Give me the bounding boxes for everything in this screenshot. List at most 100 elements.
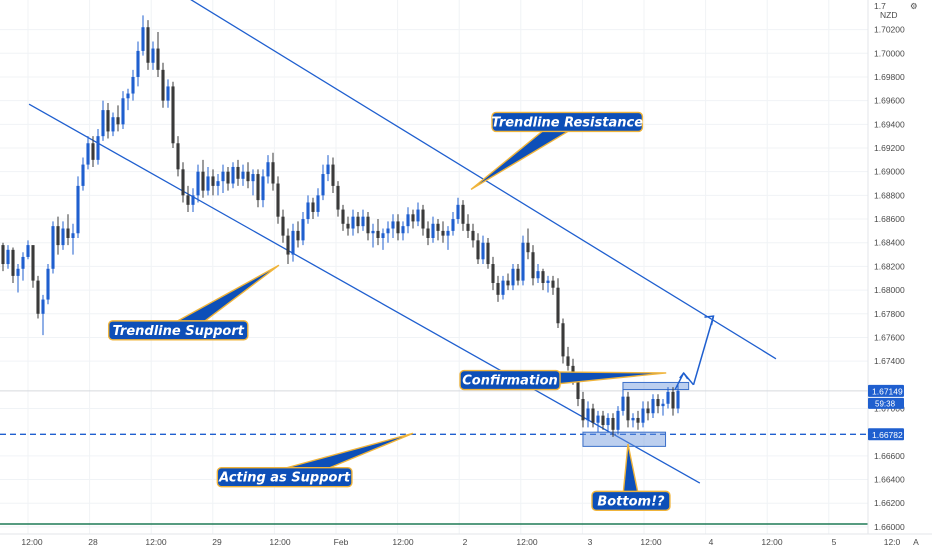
candle-body — [176, 143, 180, 170]
callout-label: Bottom!? — [597, 494, 665, 509]
candle-body — [361, 216, 365, 227]
callout-label: Confirmation — [462, 374, 558, 389]
candle-body — [96, 136, 100, 160]
candle-body — [316, 195, 320, 212]
candle-body — [121, 98, 125, 125]
candle-body — [81, 164, 85, 186]
support-zone[interactable] — [582, 431, 667, 447]
candle-body — [521, 242, 525, 281]
x-tick-label: 12:00 — [761, 537, 783, 547]
candle-body — [351, 216, 355, 229]
x-tick-label: 12:00 — [640, 537, 662, 547]
y-tick-label: 1.69200 — [874, 143, 905, 153]
y-tick-label: 1.7 — [874, 1, 886, 11]
x-tick-label: 12:00 — [21, 537, 43, 547]
support-price-value: 1.66782 — [872, 430, 903, 440]
trendline-lower[interactable] — [28, 103, 701, 484]
candle-body — [311, 202, 315, 212]
candle-body — [456, 204, 460, 220]
candle-body — [576, 377, 580, 400]
candle-body — [501, 280, 505, 295]
trendline-upper[interactable] — [114, 0, 777, 360]
candle-body — [186, 195, 190, 205]
candle-body — [136, 50, 140, 77]
candle-body — [286, 235, 290, 255]
candle-body — [331, 164, 335, 186]
callout-label: Trendline Resistance — [491, 115, 643, 130]
current-price-tag — [868, 384, 904, 397]
candles-layer — [1, 15, 680, 437]
projection-segment — [692, 315, 715, 386]
axis-settings-icon: ⚙ — [910, 1, 918, 11]
projection-layer — [674, 315, 715, 390]
trendline-layer — [0, 0, 868, 484]
y-tick-label: 1.68800 — [874, 190, 905, 200]
candle-body — [206, 176, 210, 191]
candle-body — [216, 181, 220, 186]
candle-body — [596, 415, 600, 423]
countdown-value: 59:38 — [875, 399, 896, 408]
projection-peak — [679, 371, 689, 380]
x-tick-label: 4 — [709, 537, 714, 547]
candle-body — [666, 391, 670, 404]
candle-body — [111, 117, 115, 132]
candle-body — [581, 399, 585, 421]
countdown-tag — [868, 397, 904, 409]
candle-body — [16, 268, 20, 276]
y-tick-label: 1.69400 — [874, 119, 905, 129]
candle-body — [416, 209, 420, 222]
candle-body — [371, 230, 375, 234]
candle-body — [146, 27, 150, 63]
candle-body — [131, 76, 135, 94]
candle-body — [671, 391, 675, 409]
candle-body — [106, 110, 110, 132]
resistance-zone[interactable] — [622, 381, 690, 391]
candle-body — [566, 356, 570, 366]
candle-body — [606, 417, 610, 426]
candle-body — [421, 209, 425, 229]
y-tick-label: 1.66400 — [874, 475, 905, 485]
candle-body — [431, 223, 435, 238]
candle-body — [441, 230, 445, 236]
y-tick-label: 1.68000 — [874, 285, 905, 295]
candle-body — [166, 86, 170, 101]
candle-body — [531, 252, 535, 279]
candle-body — [26, 245, 30, 257]
currency-label: NZD — [880, 10, 897, 20]
candle-body — [511, 268, 515, 286]
candle-body — [141, 27, 145, 51]
y-tick-label: 1.68400 — [874, 238, 905, 248]
price-axis-bg — [868, 0, 932, 550]
x-tick-label: 2 — [463, 537, 468, 547]
candle-body — [321, 174, 325, 196]
candle-body — [476, 240, 480, 260]
candle-body — [221, 171, 225, 182]
callout-label: Acting as Support — [218, 471, 351, 486]
candle-body — [591, 408, 595, 423]
x-tick-label: 3 — [588, 537, 593, 547]
candle-body — [11, 249, 15, 276]
y-tick-label: 1.67600 — [874, 332, 905, 342]
x-tick-label: 12:00 — [145, 537, 167, 547]
candle-body — [56, 226, 60, 246]
candle-body — [461, 204, 465, 224]
candle-body — [491, 264, 495, 283]
candle-body — [471, 230, 475, 241]
candle-body — [236, 166, 240, 179]
candle-body — [171, 86, 175, 144]
candle-body — [271, 162, 275, 184]
candle-body — [426, 228, 430, 238]
candle-body — [636, 417, 640, 423]
candle-body — [616, 410, 620, 430]
candle-body — [486, 242, 490, 265]
x-tick-label: 12:0 — [884, 537, 901, 547]
candle-body — [211, 176, 215, 186]
candle-body — [376, 230, 380, 238]
candle-body — [41, 299, 45, 314]
candle-body — [191, 195, 195, 205]
x-tick-label: 12:00 — [516, 537, 538, 547]
candle-body — [586, 408, 590, 421]
y-tick-label: 1.66600 — [874, 451, 905, 461]
